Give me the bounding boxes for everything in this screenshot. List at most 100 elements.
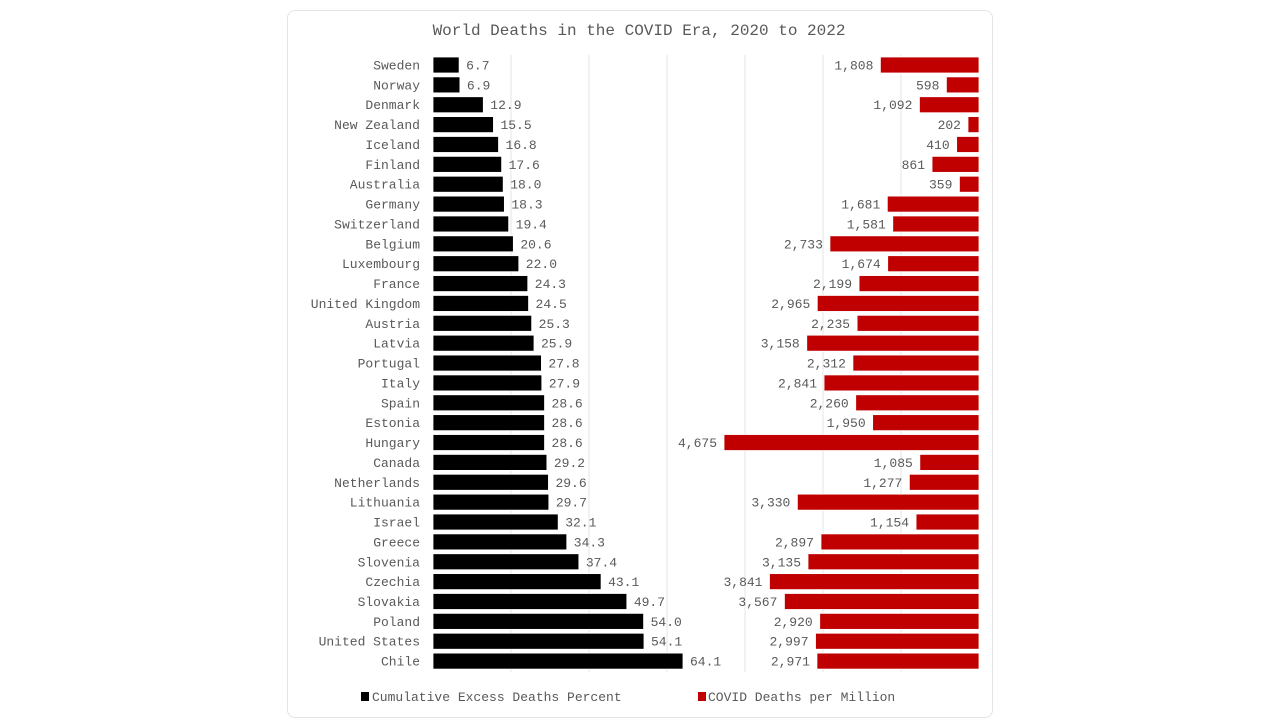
covid-value-label: 2,199: [813, 277, 852, 292]
excess-bar: [432, 612, 645, 630]
excess-bar: [432, 314, 533, 332]
category-label: France: [373, 277, 420, 292]
excess-bar: [432, 473, 549, 491]
covid-bar: [887, 255, 980, 273]
excess-bar: [432, 513, 559, 531]
excess-bar: [432, 453, 548, 471]
covid-value-label: 1,950: [827, 416, 866, 431]
covid-bar: [892, 215, 980, 233]
excess-value-label: 37.4: [586, 555, 617, 570]
category-label: Hungary: [365, 436, 420, 451]
excess-bar: [432, 493, 550, 511]
excess-bar: [432, 56, 460, 74]
excess-value-label: 28.6: [552, 436, 583, 451]
covid-value-label: 202: [938, 118, 961, 133]
covid-value-label: 2,897: [775, 535, 814, 550]
covid-value-label: 1,085: [874, 456, 913, 471]
category-label: United Kingdom: [311, 297, 420, 312]
excess-value-label: 22.0: [526, 257, 557, 272]
excess-value-label: 34.3: [574, 535, 605, 550]
excess-bar: [432, 354, 542, 372]
covid-value-label: 4,675: [678, 436, 717, 451]
category-label: Finland: [365, 158, 420, 173]
covid-bar: [919, 453, 980, 471]
excess-value-label: 19.4: [516, 217, 547, 232]
category-label: Lithuania: [350, 496, 420, 511]
covid-bar: [784, 593, 980, 610]
excess-bar: [432, 235, 514, 253]
covid-bar: [879, 56, 980, 74]
covid-bar: [919, 96, 980, 114]
covid-bar: [816, 295, 980, 312]
covid-bar: [796, 493, 980, 511]
legend-label-excess: Cumulative Excess Deaths Percent: [372, 690, 622, 705]
covid-value-label: 861: [902, 158, 926, 173]
excess-value-label: 28.6: [552, 416, 583, 431]
covid-value-label: 1,674: [842, 257, 881, 272]
legend-swatch-excess: [361, 692, 369, 701]
excess-value-label: 25.9: [541, 337, 572, 352]
excess-value-label: 27.8: [548, 357, 579, 372]
covid-value-label: 2,312: [807, 357, 846, 372]
covid-value-label: 3,135: [762, 555, 801, 570]
category-label: Switzerland: [334, 217, 420, 232]
covid-value-label: 2,971: [771, 655, 810, 670]
covid-value-label: 1,808: [834, 59, 873, 74]
category-label: Denmark: [365, 98, 420, 113]
category-label: Poland: [373, 615, 420, 630]
category-label: Iceland: [365, 138, 420, 153]
category-label: Slovenia: [358, 555, 421, 570]
category-label: United States: [319, 635, 420, 650]
covid-bar: [819, 612, 980, 630]
excess-bar: [432, 275, 529, 292]
excess-bar: [432, 374, 543, 392]
category-label: Portugal: [358, 357, 421, 372]
category-label: Australia: [350, 178, 420, 193]
category-label: Latvia: [373, 337, 420, 352]
covid-bar: [858, 275, 980, 292]
excess-bar: [432, 96, 484, 114]
excess-bar: [432, 215, 510, 233]
covid-bar: [959, 175, 980, 193]
excess-value-label: 29.2: [554, 456, 585, 471]
covid-value-label: 2,997: [770, 635, 809, 650]
covid-bar: [908, 473, 980, 491]
excess-value-label: 25.3: [539, 317, 570, 332]
excess-value-label: 54.0: [651, 615, 682, 630]
covid-value-label: 3,841: [723, 575, 762, 590]
category-label: Israel: [373, 516, 420, 531]
excess-value-label: 16.8: [506, 138, 537, 153]
covid-bar: [820, 533, 980, 551]
covid-bar: [956, 136, 980, 153]
covid-value-label: 3,567: [738, 595, 777, 610]
covid-bar: [945, 76, 980, 94]
excess-value-label: 6.9: [467, 78, 490, 93]
covid-bar: [806, 334, 980, 352]
covid-bar: [855, 394, 980, 412]
covid-bar: [967, 116, 980, 134]
legend-label-covid: COVID Deaths per Million: [708, 690, 895, 705]
excess-value-label: 29.7: [556, 496, 587, 511]
excess-value-label: 43.1: [608, 575, 639, 590]
covid-bar: [886, 195, 980, 213]
covid-value-label: 1,681: [841, 198, 880, 213]
covid-value-label: 1,092: [873, 98, 912, 113]
covid-value-label: 2,260: [810, 396, 849, 411]
covid-value-label: 410: [926, 138, 949, 153]
excess-bar: [432, 255, 520, 273]
excess-value-label: 18.0: [510, 178, 541, 193]
excess-value-label: 32.1: [565, 516, 596, 531]
excess-bar: [432, 136, 499, 153]
excess-bar: [432, 295, 529, 312]
covid-bar: [915, 513, 980, 531]
excess-bar: [432, 533, 568, 551]
covid-value-label: 2,841: [778, 376, 817, 391]
legend: Cumulative Excess Deaths Percent COVID D…: [361, 690, 895, 705]
excess-bar: [432, 155, 503, 173]
excess-value-label: 18.3: [511, 198, 542, 213]
category-label: Netherlands: [334, 476, 420, 491]
category-label: Austria: [365, 317, 420, 332]
category-label: Estonia: [365, 416, 420, 431]
excess-bar: [432, 553, 580, 571]
